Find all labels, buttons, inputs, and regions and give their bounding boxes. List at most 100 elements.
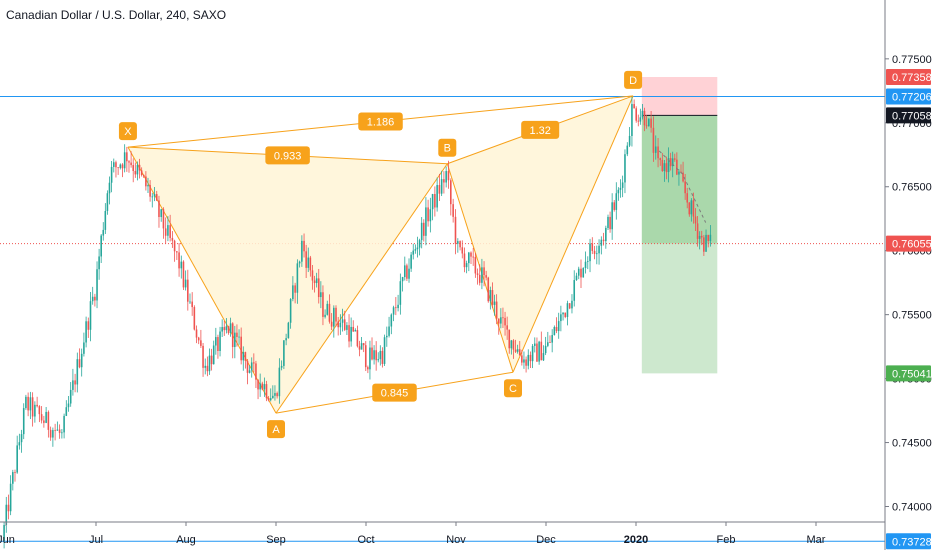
pattern-leg-ab[interactable] [275,163,448,414]
pattern-point-c[interactable]: C [504,379,522,398]
candle-body [242,352,245,361]
pattern-point-label: X [124,126,132,138]
candle [234,325,236,359]
candle-body [696,223,699,239]
candle-body [465,263,468,268]
ratio-ac[interactable]: 0.845 [372,383,417,402]
candle [40,406,43,424]
price-badge-line[interactable]: 0.77206 [886,88,932,105]
pattern-point-b[interactable]: B [438,138,457,157]
profit-zone [641,115,718,244]
overlay-layer[interactable]: X A B C D 0.933 0.845 1.32 1.186 [118,70,707,439]
pattern-triangle-bcd [447,95,634,373]
candle [663,159,666,182]
candle-body [72,380,74,390]
price-badge-stop[interactable]: 0.77358 [886,69,932,85]
candle [637,114,640,127]
pattern-point-a[interactable]: A [267,420,285,439]
candle-body [566,303,569,317]
candle-body [692,200,695,217]
candle-body [624,154,626,183]
candle [176,251,178,260]
ratio-xb[interactable]: 0.933 [265,146,310,165]
candle-body [9,483,12,512]
pattern-leg-bc[interactable] [446,163,514,373]
candle-body [204,365,207,368]
price-badge-last[interactable]: 0.76055 [886,235,932,252]
candle-body [406,265,408,279]
candle [425,197,427,246]
candle-body [645,125,648,127]
candle [20,429,23,453]
candle-body [591,243,594,251]
candle-body [315,278,318,284]
candle-body [678,171,680,175]
candle [584,251,587,274]
candle [652,116,655,162]
candle [210,348,213,371]
candle-body [147,185,149,187]
candle-body [602,239,605,242]
price-badge-bg [886,365,931,382]
candle [22,403,25,440]
candle [287,321,290,339]
pattern-leg-cd[interactable] [512,95,634,373]
candle [65,400,68,417]
ratio-bd[interactable]: 1.32 [521,120,560,139]
candle [420,217,423,249]
candle [452,198,454,223]
candle [375,341,377,371]
candle [280,360,283,371]
ratio-label: 0.933 [274,150,302,162]
candle [309,255,312,277]
candle-body [705,234,707,252]
candle-body [506,325,508,330]
candle-body [130,162,132,166]
candle-body [259,383,261,390]
candle-body [474,256,477,274]
candle [611,193,613,240]
candle [686,187,689,209]
ratio-xd[interactable]: 1.186 [358,112,403,131]
candle [87,317,90,338]
price-badge-label: 0.77206 [892,91,932,103]
candle-body [236,332,238,337]
candle [178,242,180,277]
candle-body [320,292,322,298]
candle [465,260,468,274]
candle [25,394,27,410]
price-badge-entry[interactable]: 0.77058 [886,107,932,124]
x-tick-label: Nov [446,534,466,546]
candle-body [217,337,219,351]
x-tick-label: Mar [807,534,826,546]
price-badge-line[interactable]: 0.73728 [886,533,932,550]
candle-body [324,314,326,317]
candle-body [605,227,607,242]
candle [397,294,399,312]
candle-body [436,185,438,208]
harmonic-pattern-layer[interactable] [127,95,634,414]
candle [525,356,527,373]
candle-body [100,235,102,257]
candle [259,373,261,397]
candle-body [117,167,119,169]
y-tick-label: 0.74000 [892,502,932,514]
candle-body [244,352,247,361]
candle-body [639,117,642,122]
candle [450,178,452,216]
candle-body [518,349,521,356]
pattern-point-x[interactable]: X [118,122,137,141]
projection-path [658,150,707,223]
price-badge-target[interactable]: 0.75041 [886,365,932,382]
candle [643,107,646,132]
candle-body [221,327,223,332]
candle [645,115,648,129]
candle-body [187,279,189,302]
candle-body [272,395,274,399]
candle [445,166,447,188]
pattern-point-d[interactable]: D [624,70,643,89]
candle-body [401,277,404,282]
